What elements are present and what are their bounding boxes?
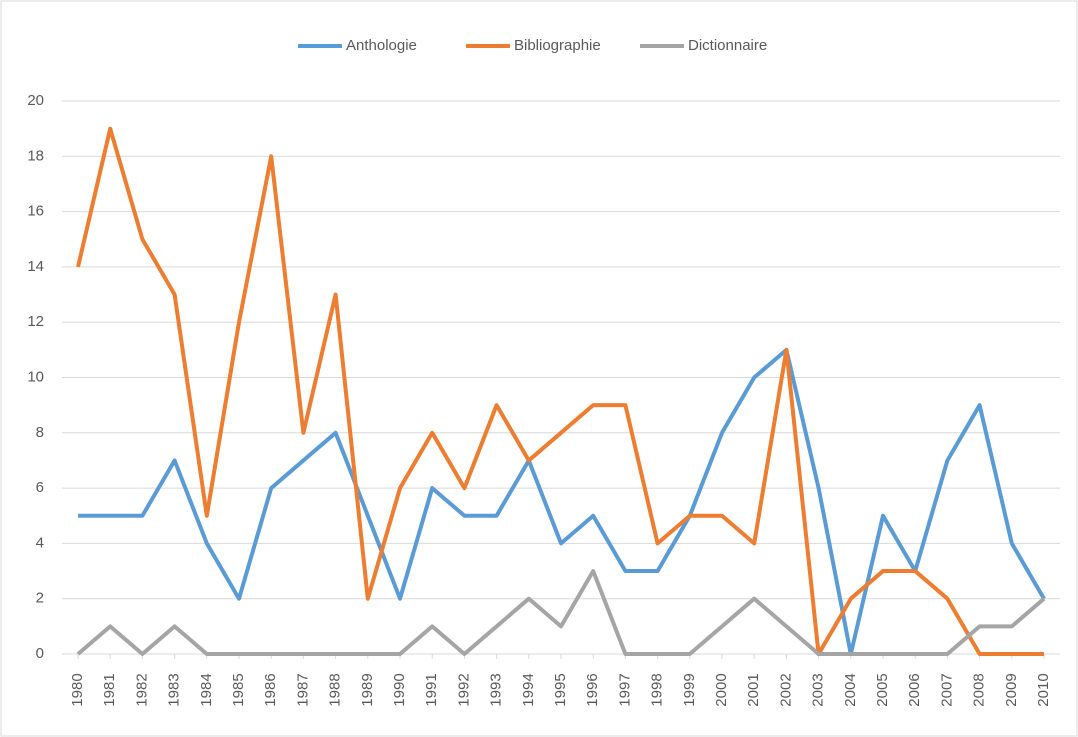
y-tick-label: 20 xyxy=(27,92,44,109)
series-line xyxy=(78,347,1046,656)
x-tick-label: 2002 xyxy=(777,673,794,706)
x-tick-label: 1985 xyxy=(230,673,247,706)
y-tick-label: 4 xyxy=(36,534,44,551)
y-tick-label: 18 xyxy=(27,147,44,164)
x-tick-label: 1996 xyxy=(584,673,601,706)
x-tick-label: 1989 xyxy=(359,673,376,706)
series-line xyxy=(76,569,1046,656)
y-tick-label: 0 xyxy=(36,645,44,662)
x-tick-label: 1983 xyxy=(166,673,183,706)
x-tick-label: 2006 xyxy=(906,673,923,706)
y-tick-label: 14 xyxy=(27,258,44,275)
x-tick-label: 2003 xyxy=(810,673,827,706)
x-tick-label: 1986 xyxy=(262,673,279,706)
y-tick-label: 2 xyxy=(36,590,44,607)
legend-label: Dictionnaire xyxy=(688,37,767,54)
x-tick-label: 1992 xyxy=(455,673,472,706)
x-tick-label: 2009 xyxy=(1003,673,1020,706)
x-tick-label: 1997 xyxy=(616,673,633,706)
legend-label: Anthologie xyxy=(346,37,417,54)
x-tick-label: 1998 xyxy=(649,673,666,706)
x-tick-label: 1991 xyxy=(423,673,440,706)
x-tick-label: 2001 xyxy=(745,673,762,706)
x-tick-label: 1994 xyxy=(520,673,537,706)
x-tick-label: 2007 xyxy=(938,673,955,706)
x-tick-label: 1984 xyxy=(198,673,215,706)
x-tick-label: 2004 xyxy=(842,673,859,706)
x-tick-label: 1982 xyxy=(133,673,150,706)
x-tick-label: 2005 xyxy=(874,673,891,706)
x-tick-label: 2008 xyxy=(971,673,988,706)
x-tick-label: 2000 xyxy=(713,673,730,706)
x-tick-label: 1987 xyxy=(294,673,311,706)
x-tick-label: 1988 xyxy=(327,673,344,706)
x-tick-label: 2010 xyxy=(1035,673,1052,706)
y-tick-label: 6 xyxy=(36,479,44,496)
legend-label: Bibliographie xyxy=(514,37,601,54)
x-tick-label: 1981 xyxy=(101,673,118,706)
y-tick-label: 10 xyxy=(27,368,44,385)
x-tick-label: 1993 xyxy=(488,673,505,706)
x-tick-label: 1990 xyxy=(391,673,408,706)
series-line xyxy=(76,126,1044,656)
y-tick-label: 16 xyxy=(27,203,44,220)
x-tick-label: 1980 xyxy=(69,673,86,706)
x-tick-label: 1995 xyxy=(552,673,569,706)
y-tick-label: 12 xyxy=(27,313,44,330)
x-tick-label: 1999 xyxy=(681,673,698,706)
y-tick-label: 8 xyxy=(36,424,44,441)
